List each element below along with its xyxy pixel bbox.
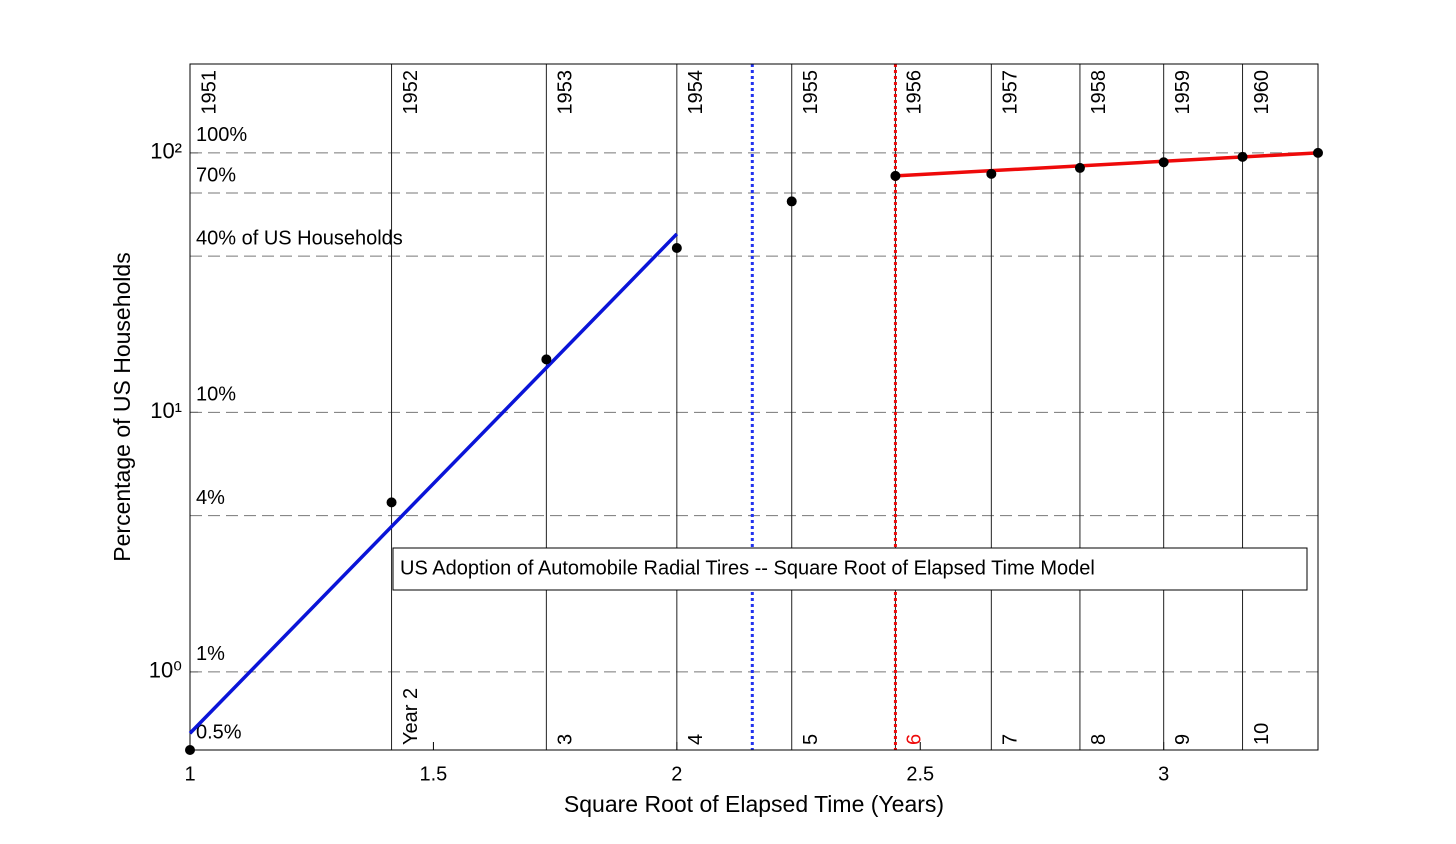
data-point <box>541 354 552 365</box>
ref-label: 100% <box>196 124 247 146</box>
y-tick-label: 10² <box>150 139 182 164</box>
data-point <box>1237 151 1248 162</box>
year-label: 1958 <box>1088 70 1110 115</box>
year-label: 1952 <box>400 70 422 115</box>
plot-frame <box>189 63 1319 751</box>
year-index-label: 4 <box>685 734 707 745</box>
ref-label: 1% <box>196 643 225 665</box>
chart-title: US Adoption of Automobile Radial Tires -… <box>400 557 1095 579</box>
data-point <box>185 745 195 755</box>
data-point <box>386 497 397 508</box>
x-tick-label: 2 <box>671 763 682 785</box>
year-label: 1960 <box>1251 70 1273 115</box>
x-tick-label: 1 <box>184 763 195 785</box>
y-axis-label: Percentage of US Households <box>109 252 135 561</box>
x-tick-label: 1.5 <box>420 763 448 785</box>
y-tick-label: 10⁰ <box>149 658 182 683</box>
year-index-label: 9 <box>1172 734 1194 745</box>
year-index-label: 6 <box>904 734 926 745</box>
x-tick-label: 3 <box>1158 763 1169 785</box>
data-point <box>786 196 797 207</box>
year-index-label: Year 2 <box>400 688 422 745</box>
year-label: 1957 <box>1000 70 1022 115</box>
year-index-label: 8 <box>1088 734 1110 745</box>
ref-label: 70% <box>196 164 236 186</box>
year-index-label: 5 <box>800 734 822 745</box>
data-point <box>890 170 901 181</box>
x-tick-label: 2.5 <box>906 763 934 785</box>
data-point <box>671 242 682 253</box>
year-label: 1951 <box>198 70 220 115</box>
year-label: 1959 <box>1172 70 1194 115</box>
year-label: 1954 <box>685 70 707 115</box>
data-point <box>1313 147 1323 158</box>
x-axis-label: Square Root of Elapsed Time (Years) <box>564 791 944 817</box>
ref-label: 10% <box>196 384 236 406</box>
year-label: 1956 <box>904 70 926 115</box>
data-point <box>986 168 997 179</box>
ref-label: 4% <box>196 487 225 509</box>
fit-line <box>895 151 1319 178</box>
y-tick-label: 10¹ <box>150 398 182 423</box>
year-label: 1953 <box>555 70 577 115</box>
ref-label: 40% of US Households <box>196 227 403 249</box>
title-box <box>392 547 1308 591</box>
ref-label: 0.5% <box>196 721 242 743</box>
year-index-label: 3 <box>555 734 577 745</box>
year-index-label: 10 <box>1251 723 1273 745</box>
plot-area <box>190 64 1318 750</box>
year-label: 1955 <box>800 70 822 115</box>
fit-line <box>188 232 679 735</box>
year-index-label: 7 <box>1000 734 1022 745</box>
data-point <box>1074 162 1085 173</box>
data-point <box>1158 157 1169 168</box>
